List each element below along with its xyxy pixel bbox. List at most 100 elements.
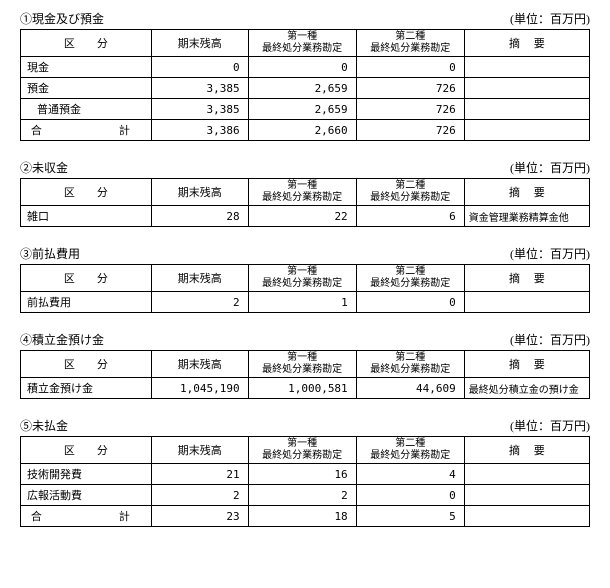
section-header: ④積立金預け金 (単位：百万円)	[20, 331, 590, 348]
row-type2: 726	[356, 99, 464, 120]
row-type1: 16	[248, 464, 356, 485]
header-category: 区 分	[21, 437, 152, 464]
header-note: 摘 要	[464, 437, 589, 464]
section-header: ②未収金 (単位：百万円)	[20, 159, 590, 176]
table-header-row: 区 分 期末残高 第一種最終処分業務勘定 第二種最終処分業務勘定 摘 要	[21, 437, 590, 464]
table-reserve-deposit: 区 分 期末残高 第一種最終処分業務勘定 第二種最終処分業務勘定 摘 要 積立金…	[20, 350, 590, 399]
section-receivables: ②未収金 (単位：百万円) 区 分 期末残高 第一種最終処分業務勘定 第二種最終…	[20, 159, 590, 227]
unit-label: (単位：百万円)	[510, 159, 590, 176]
total-type1: 2,660	[248, 120, 356, 141]
section-unpaid: ⑤未払金 (単位：百万円) 区 分 期末残高 第一種最終処分業務勘定 第二種最終…	[20, 417, 590, 527]
row-note	[464, 78, 589, 99]
total-note	[464, 506, 589, 527]
row-label: 前払費用	[21, 292, 152, 313]
row-type2: 726	[356, 78, 464, 99]
table-header-row: 区 分 期末残高 第一種最終処分業務勘定 第二種最終処分業務勘定 摘 要	[21, 179, 590, 206]
table-row: 雑口 28 22 6 資金管理業務精算金他	[21, 206, 590, 227]
row-label: 積立金預け金	[21, 378, 152, 399]
header-balance: 期末残高	[151, 30, 248, 57]
header-type2: 第二種最終処分業務勘定	[356, 265, 464, 292]
table-row: 積立金預け金 1,045,190 1,000,581 44,609 最終処分積立…	[21, 378, 590, 399]
row-balance: 2	[151, 485, 248, 506]
total-type2: 5	[356, 506, 464, 527]
section-title: ②未収金	[20, 159, 68, 176]
header-type2: 第二種最終処分業務勘定	[356, 30, 464, 57]
header-type2: 第二種最終処分業務勘定	[356, 351, 464, 378]
table-header-row: 区 分 期末残高 第一種最終処分業務勘定 第二種最終処分業務勘定 摘 要	[21, 351, 590, 378]
row-type2: 4	[356, 464, 464, 485]
row-note	[464, 57, 589, 78]
header-balance: 期末残高	[151, 351, 248, 378]
row-balance: 21	[151, 464, 248, 485]
row-label: 預金	[21, 78, 152, 99]
header-type2: 第二種最終処分業務勘定	[356, 179, 464, 206]
section-title: ③前払費用	[20, 245, 80, 262]
total-type1: 18	[248, 506, 356, 527]
table-header-row: 区 分 期末残高 第一種最終処分業務勘定 第二種最終処分業務勘定 摘 要	[21, 265, 590, 292]
total-label: 合 計	[21, 506, 152, 527]
table-unpaid: 区 分 期末残高 第一種最終処分業務勘定 第二種最終処分業務勘定 摘 要 技術開…	[20, 436, 590, 527]
row-label: 技術開発費	[21, 464, 152, 485]
table-row: 普通預金 3,385 2,659 726	[21, 99, 590, 120]
row-type1: 2,659	[248, 99, 356, 120]
header-note: 摘 要	[464, 30, 589, 57]
row-note	[464, 99, 589, 120]
row-note: 最終処分積立金の預け金	[464, 378, 589, 399]
row-label: 普通預金	[21, 99, 152, 120]
section-prepaid: ③前払費用 (単位：百万円) 区 分 期末残高 第一種最終処分業務勘定 第二種最…	[20, 245, 590, 313]
row-label: 現金	[21, 57, 152, 78]
row-balance: 3,385	[151, 78, 248, 99]
total-note	[464, 120, 589, 141]
header-category: 区 分	[21, 265, 152, 292]
section-header: ①現金及び預金 (単位：百万円)	[20, 10, 590, 27]
section-header: ③前払費用 (単位：百万円)	[20, 245, 590, 262]
row-type1: 2,659	[248, 78, 356, 99]
table-row: 現金 0 0 0	[21, 57, 590, 78]
row-type1: 22	[248, 206, 356, 227]
table-header-row: 区 分 期末残高 第一種最終処分業務勘定 第二種最終処分業務勘定 摘 要	[21, 30, 590, 57]
total-label: 合 計	[21, 120, 152, 141]
table-receivables: 区 分 期末残高 第一種最終処分業務勘定 第二種最終処分業務勘定 摘 要 雑口 …	[20, 178, 590, 227]
section-title: ①現金及び預金	[20, 10, 104, 27]
header-note: 摘 要	[464, 351, 589, 378]
header-balance: 期末残高	[151, 179, 248, 206]
header-balance: 期末残高	[151, 265, 248, 292]
unit-label: (単位：百万円)	[510, 417, 590, 434]
table-row: 広報活動費 2 2 0	[21, 485, 590, 506]
header-category: 区 分	[21, 351, 152, 378]
total-type2: 726	[356, 120, 464, 141]
table-total-row: 合 計 23 18 5	[21, 506, 590, 527]
table-cash-deposits: 区 分 期末残高 第一種最終処分業務勘定 第二種最終処分業務勘定 摘 要 現金 …	[20, 29, 590, 141]
header-type1: 第一種最終処分業務勘定	[248, 265, 356, 292]
row-label: 広報活動費	[21, 485, 152, 506]
header-type2: 第二種最終処分業務勘定	[356, 437, 464, 464]
table-row: 前払費用 2 1 0	[21, 292, 590, 313]
header-type1: 第一種最終処分業務勘定	[248, 179, 356, 206]
header-type1: 第一種最終処分業務勘定	[248, 351, 356, 378]
table-prepaid: 区 分 期末残高 第一種最終処分業務勘定 第二種最終処分業務勘定 摘 要 前払費…	[20, 264, 590, 313]
section-cash-deposits: ①現金及び預金 (単位：百万円) 区 分 期末残高 第一種最終処分業務勘定 第二…	[20, 10, 590, 141]
row-type2: 0	[356, 57, 464, 78]
header-balance: 期末残高	[151, 437, 248, 464]
section-title: ④積立金預け金	[20, 331, 104, 348]
row-balance: 28	[151, 206, 248, 227]
row-balance: 0	[151, 57, 248, 78]
header-type1: 第一種最終処分業務勘定	[248, 30, 356, 57]
section-title: ⑤未払金	[20, 417, 68, 434]
header-note: 摘 要	[464, 179, 589, 206]
row-note	[464, 292, 589, 313]
row-note: 資金管理業務精算金他	[464, 206, 589, 227]
header-category: 区 分	[21, 30, 152, 57]
section-header: ⑤未払金 (単位：百万円)	[20, 417, 590, 434]
row-balance: 3,385	[151, 99, 248, 120]
section-reserve-deposit: ④積立金預け金 (単位：百万円) 区 分 期末残高 第一種最終処分業務勘定 第二…	[20, 331, 590, 399]
row-type1: 0	[248, 57, 356, 78]
total-balance: 3,386	[151, 120, 248, 141]
row-type1: 1,000,581	[248, 378, 356, 399]
row-type1: 1	[248, 292, 356, 313]
header-category: 区 分	[21, 179, 152, 206]
row-type2: 0	[356, 292, 464, 313]
table-row: 技術開発費 21 16 4	[21, 464, 590, 485]
row-label: 雑口	[21, 206, 152, 227]
row-note	[464, 464, 589, 485]
